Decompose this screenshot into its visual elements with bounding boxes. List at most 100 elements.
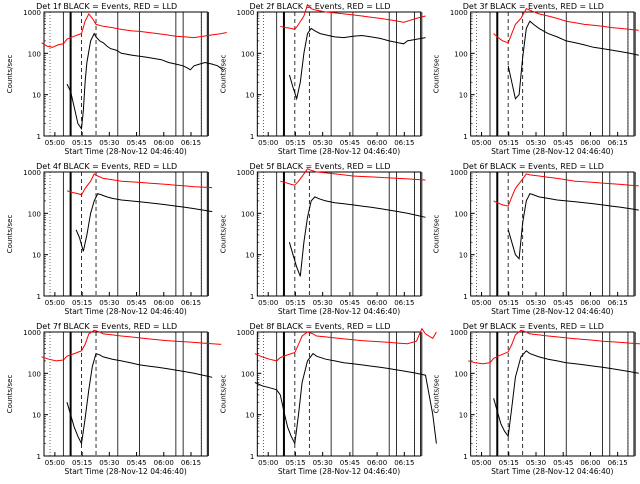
y-tick-label: 1	[463, 293, 467, 301]
x-tick-label: 05:15	[72, 299, 92, 307]
x-tick-label: 05:00	[471, 459, 491, 467]
x-tick-label: 06:15	[181, 139, 201, 147]
y-tick-label: 10	[32, 412, 41, 420]
x-tick-label: 05:45	[553, 299, 573, 307]
x-tick-label: 05:15	[285, 299, 305, 307]
y-tick-label: 1000	[237, 9, 255, 17]
y-tick-label: 1	[250, 133, 254, 141]
x-axis-label: Start Time (28-Nov-12 04:46:40)	[278, 307, 400, 316]
y-tick-label: 100	[454, 50, 467, 58]
x-tick-label: 06:15	[394, 299, 414, 307]
x-tick-label: 06:15	[608, 299, 628, 307]
x-tick-label: 06:00	[154, 139, 174, 147]
y-axis-label: Counts/sec	[219, 215, 227, 254]
panel-title: Det 3f BLACK = Events, RED = LLD	[463, 2, 604, 11]
x-tick-label: 05:30	[313, 459, 333, 467]
y-tick-label: 10	[245, 92, 254, 100]
y-axis-label: Counts/sec	[6, 215, 14, 254]
x-tick-label: 05:30	[99, 459, 119, 467]
panel-det-2f: Det 2f BLACK = Events, RED = LLD 1 10 100 10…	[219, 2, 426, 156]
series-lld	[280, 168, 426, 186]
x-tick-label: 06:15	[181, 299, 201, 307]
plot-frame	[470, 171, 635, 297]
x-axis-label: Start Time (28-Nov-12 04:46:40)	[491, 307, 613, 316]
y-tick-label: 1	[37, 293, 41, 301]
y-tick-label: 1000	[450, 169, 468, 177]
x-tick-label: 05:15	[499, 459, 519, 467]
y-tick-label: 10	[459, 92, 468, 100]
panel-det-1f: Det 1f BLACK = Events, RED = LLD 1 10 100 10…	[6, 2, 227, 156]
x-tick-label: 06:15	[394, 139, 414, 147]
y-tick-label: 1	[250, 293, 254, 301]
y-tick-label: 10	[459, 252, 468, 260]
plot-frame	[43, 331, 208, 457]
y-axis-label: Counts/sec	[6, 55, 14, 94]
series-events	[493, 350, 639, 438]
y-tick-label: 100	[28, 50, 41, 58]
y-axis-label: Counts/sec	[219, 55, 227, 94]
series-events	[288, 196, 426, 277]
x-tick-label: 05:00	[45, 139, 65, 147]
plot-frame	[43, 171, 208, 297]
series-lld	[66, 173, 213, 196]
panel-title: Det 8f BLACK = Events, RED = LLD	[249, 322, 390, 331]
x-tick-label: 05:45	[340, 139, 360, 147]
series-lld	[493, 173, 639, 207]
x-tick-label: 06:15	[608, 459, 628, 467]
x-axis-label: Start Time (28-Nov-12 04:46:40)	[491, 467, 613, 476]
x-tick-label: 05:15	[285, 459, 305, 467]
x-tick-label: 05:45	[126, 299, 146, 307]
plot-frame	[470, 331, 635, 457]
x-axis-label: Start Time (28-Nov-12 04:46:40)	[65, 467, 187, 476]
y-tick-label: 1000	[450, 9, 468, 17]
y-tick-label: 1	[37, 453, 41, 461]
x-tick-label: 06:00	[367, 459, 387, 467]
panel-det-6f: Det 6f BLACK = Events, RED = LLD 1 10 100 10…	[433, 162, 639, 316]
y-axis-label: Counts/sec	[6, 375, 14, 414]
y-tick-label: 10	[459, 412, 468, 420]
y-tick-label: 10	[32, 252, 41, 260]
x-tick-label: 05:30	[313, 139, 333, 147]
series-events	[75, 192, 213, 252]
panel-title: Det 1f BLACK = Events, RED = LLD	[36, 2, 177, 11]
y-axis-label: Counts/sec	[433, 55, 441, 94]
x-tick-label: 05:15	[72, 459, 92, 467]
panel-det-7f: Det 7f BLACK = Events, RED = LLD 1 10 100 10…	[6, 322, 222, 476]
x-tick-label: 05:30	[526, 139, 546, 147]
x-tick-label: 05:00	[45, 299, 65, 307]
y-tick-label: 100	[28, 370, 41, 378]
y-tick-label: 100	[454, 370, 467, 378]
x-tick-label: 05:45	[126, 459, 146, 467]
x-axis-label: Start Time (28-Nov-12 04:46:40)	[65, 147, 187, 156]
y-tick-label: 100	[454, 210, 467, 218]
y-tick-label: 10	[245, 252, 254, 260]
plot-frame	[470, 11, 635, 137]
y-tick-label: 100	[28, 210, 41, 218]
panel-title: Det 6f BLACK = Events, RED = LLD	[463, 162, 604, 171]
y-tick-label: 10	[32, 92, 41, 100]
y-axis-label: Counts/sec	[433, 375, 441, 414]
x-tick-label: 05:30	[313, 299, 333, 307]
plot-frame	[43, 11, 208, 137]
x-tick-label: 05:30	[526, 459, 546, 467]
plot-frame	[256, 331, 422, 457]
plot-frame	[256, 11, 422, 137]
x-tick-label: 05:00	[45, 459, 65, 467]
x-tick-label: 06:00	[580, 459, 600, 467]
panel-det-9f: Det 9f BLACK = Events, RED = LLD 1 10 100 10…	[433, 322, 640, 476]
x-tick-label: 06:00	[580, 139, 600, 147]
x-tick-label: 05:00	[258, 139, 278, 147]
y-tick-label: 100	[241, 210, 254, 218]
y-tick-label: 10	[245, 412, 254, 420]
panel-title: Det 7f BLACK = Events, RED = LLD	[36, 322, 177, 331]
panel-title: Det 4f BLACK = Events, RED = LLD	[36, 162, 177, 171]
y-tick-label: 1	[37, 133, 41, 141]
x-axis-label: Start Time (28-Nov-12 04:46:40)	[65, 307, 187, 316]
y-axis-label: Counts/sec	[433, 215, 441, 254]
y-tick-label: 100	[241, 50, 254, 58]
x-tick-label: 05:15	[72, 139, 92, 147]
x-tick-label: 05:15	[499, 139, 519, 147]
y-tick-label: 1	[463, 133, 467, 141]
x-tick-label: 05:00	[471, 139, 491, 147]
